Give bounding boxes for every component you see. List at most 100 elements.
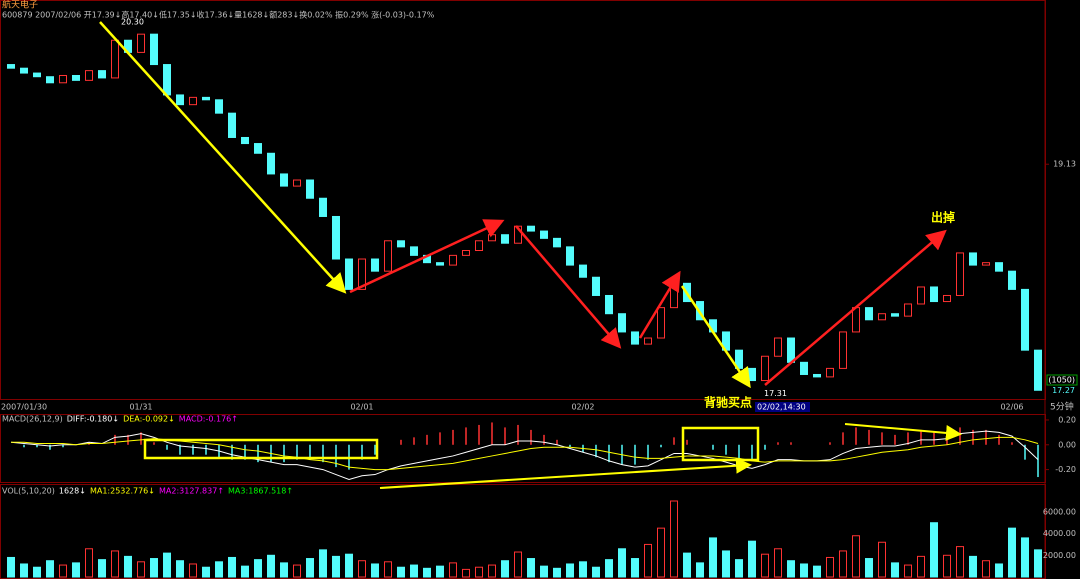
count-box xyxy=(1046,374,1078,386)
volume-title: MA3:1867.518↑ xyxy=(228,487,293,496)
candle xyxy=(904,303,912,317)
candle xyxy=(891,313,899,317)
candle xyxy=(72,74,80,81)
diff-line xyxy=(10,430,1039,481)
volume-bar xyxy=(319,549,327,578)
candle xyxy=(982,262,990,266)
volume-bar xyxy=(462,568,470,578)
stock-name: 航天电子 xyxy=(2,0,38,11)
volume-bar xyxy=(475,566,483,578)
cursor-box xyxy=(755,402,810,412)
arrow xyxy=(638,270,681,339)
candle xyxy=(475,240,483,252)
volume-title: MA2:3127.837↑ xyxy=(159,487,224,496)
count-label: (1050) xyxy=(1048,376,1075,385)
volume-bar xyxy=(501,560,509,578)
volume-bar xyxy=(397,566,405,578)
macd-title: DIFF:-0.180↓ xyxy=(67,415,119,424)
arrow xyxy=(379,457,752,489)
macd-panel xyxy=(0,414,1046,483)
arrow xyxy=(99,21,347,294)
y-tick-label: 19.13 xyxy=(1053,160,1076,169)
volume-bar xyxy=(436,565,444,578)
volume-bar xyxy=(787,560,795,578)
volume-bar xyxy=(59,564,67,578)
volume-bar xyxy=(982,560,990,578)
candle xyxy=(644,337,652,345)
volume-bar xyxy=(423,567,431,578)
candle xyxy=(189,96,197,106)
arrow xyxy=(515,225,622,349)
candle xyxy=(514,225,522,244)
volume-bar xyxy=(20,563,28,578)
volume-bar xyxy=(189,563,197,578)
annotation: 背驰买点 xyxy=(704,395,752,410)
candle xyxy=(371,258,379,272)
candle xyxy=(410,246,418,256)
candle xyxy=(527,225,535,232)
volume-bar xyxy=(345,553,353,578)
volume-bar xyxy=(241,565,249,578)
volume-bar xyxy=(150,558,158,578)
highlight-box xyxy=(143,438,379,460)
candle xyxy=(631,331,639,345)
candle xyxy=(449,254,457,266)
volume-bar xyxy=(631,558,639,578)
volume-bar xyxy=(293,564,301,578)
macd-title: DEA:-0.092↓ xyxy=(123,415,175,424)
candle xyxy=(345,258,353,290)
volume-bar xyxy=(1021,537,1029,578)
candle xyxy=(150,33,158,66)
dea-line xyxy=(11,436,1039,471)
candle xyxy=(46,76,54,84)
volume-bar xyxy=(943,554,951,578)
candle xyxy=(618,313,626,333)
volume-bar xyxy=(371,563,379,578)
volume-bar xyxy=(410,564,418,578)
candle xyxy=(566,246,574,266)
volume-bar xyxy=(449,562,457,578)
candle xyxy=(280,173,288,187)
macd-title: MACD:-0.176↑ xyxy=(179,415,238,424)
volume-bar xyxy=(566,563,574,578)
volume-bar xyxy=(878,541,886,578)
volume-bar xyxy=(852,535,860,578)
y-tick-label: 6000.00 xyxy=(1043,507,1076,516)
candle xyxy=(306,179,314,199)
volume-bar xyxy=(800,563,808,578)
volume-bar xyxy=(33,566,41,578)
volume-bar xyxy=(540,565,548,578)
volume-bar xyxy=(488,564,496,578)
low-label: 17.31 xyxy=(764,389,787,398)
candle xyxy=(1008,270,1016,290)
volume-bar xyxy=(670,500,678,578)
candle xyxy=(774,337,782,357)
volume-bar xyxy=(683,552,691,578)
candle xyxy=(137,33,145,53)
volume-bar xyxy=(98,559,106,578)
candle xyxy=(657,307,665,339)
candle xyxy=(163,64,171,96)
y-tick-label: 4000.00 xyxy=(1043,529,1076,538)
candle xyxy=(384,240,392,272)
candle xyxy=(20,67,28,74)
candle xyxy=(228,112,236,138)
macd-title: MACD(26,12,9) xyxy=(2,415,63,424)
volume-bar xyxy=(579,561,587,578)
volume-bar xyxy=(332,555,340,578)
candle xyxy=(956,252,964,296)
candle xyxy=(813,373,821,378)
volume-bar xyxy=(1008,527,1016,578)
quote-info: 600879 2007/02/06 开17.39↓高17.40↓低17.35↓收… xyxy=(2,10,435,20)
candle xyxy=(33,72,41,78)
volume-bar xyxy=(722,550,730,578)
volume-bar xyxy=(969,555,977,578)
volume-bar xyxy=(527,558,535,578)
volume-bar xyxy=(72,562,80,578)
volume-bar xyxy=(774,548,782,578)
volume-bar xyxy=(228,556,236,578)
candle xyxy=(319,197,327,217)
volume-bar xyxy=(202,566,210,578)
candle xyxy=(358,258,366,290)
